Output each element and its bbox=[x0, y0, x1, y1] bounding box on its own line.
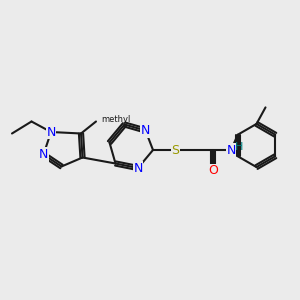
Text: N: N bbox=[141, 124, 150, 137]
Text: N: N bbox=[226, 143, 236, 157]
Text: O: O bbox=[208, 164, 218, 178]
Text: N: N bbox=[46, 125, 56, 139]
Text: S: S bbox=[172, 143, 179, 157]
Text: N: N bbox=[133, 161, 143, 175]
Text: H: H bbox=[235, 142, 244, 152]
Text: N: N bbox=[39, 148, 48, 161]
Text: methyl: methyl bbox=[101, 116, 131, 124]
